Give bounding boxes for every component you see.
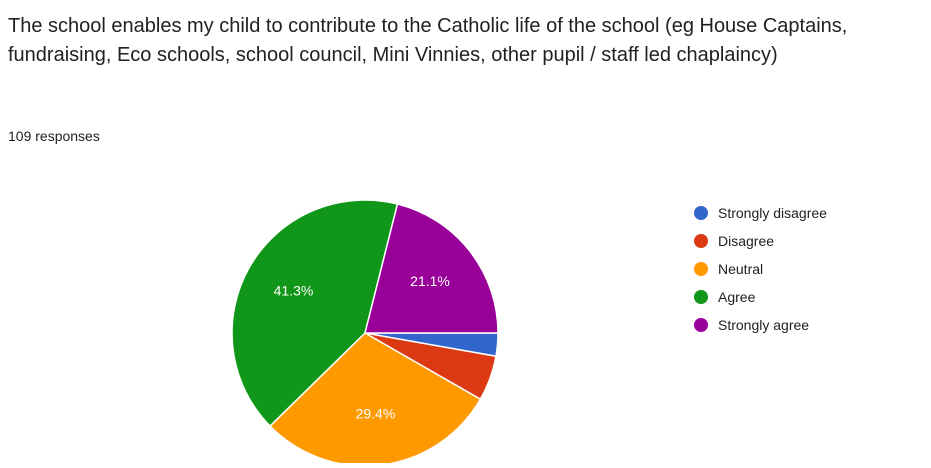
pie-data-label-strongly-agree: 21.1%	[410, 273, 450, 289]
legend-swatch-strongly-disagree	[694, 206, 708, 220]
question-title: The school enables my child to contribut…	[8, 15, 848, 66]
legend-item-disagree[interactable]: Disagree	[694, 227, 827, 255]
legend-swatch-neutral	[694, 262, 708, 276]
pie-data-label-agree: 41.3%	[274, 283, 314, 299]
legend-label-strongly-disagree: Strongly disagree	[718, 205, 827, 221]
response-count: 109 responses	[8, 128, 100, 144]
legend-item-neutral[interactable]: Neutral	[694, 255, 827, 283]
legend-label-disagree: Disagree	[718, 233, 775, 249]
legend-item-strongly-agree[interactable]: Strongly agree	[694, 311, 827, 339]
pie-slice-agree[interactable]	[231, 199, 399, 428]
legend-label-neutral: Neutral	[718, 261, 764, 277]
legend-item-agree[interactable]: Agree	[694, 283, 827, 311]
legend-label-strongly-agree: Strongly agree	[718, 317, 810, 333]
pie-slice-strongly-agree[interactable]	[364, 203, 499, 334]
legend-swatch-strongly-agree	[694, 318, 708, 332]
pie-data-label-neutral: 29.4%	[356, 405, 396, 421]
legend-swatch-agree	[694, 290, 708, 304]
legend-swatch-disagree	[694, 234, 708, 248]
legend-item-strongly-disagree[interactable]: Strongly disagree	[694, 199, 827, 227]
legend-label-agree: Agree	[718, 289, 756, 305]
chart-legend: Strongly disagree Disagree Neutral Agree Str…	[694, 199, 827, 339]
